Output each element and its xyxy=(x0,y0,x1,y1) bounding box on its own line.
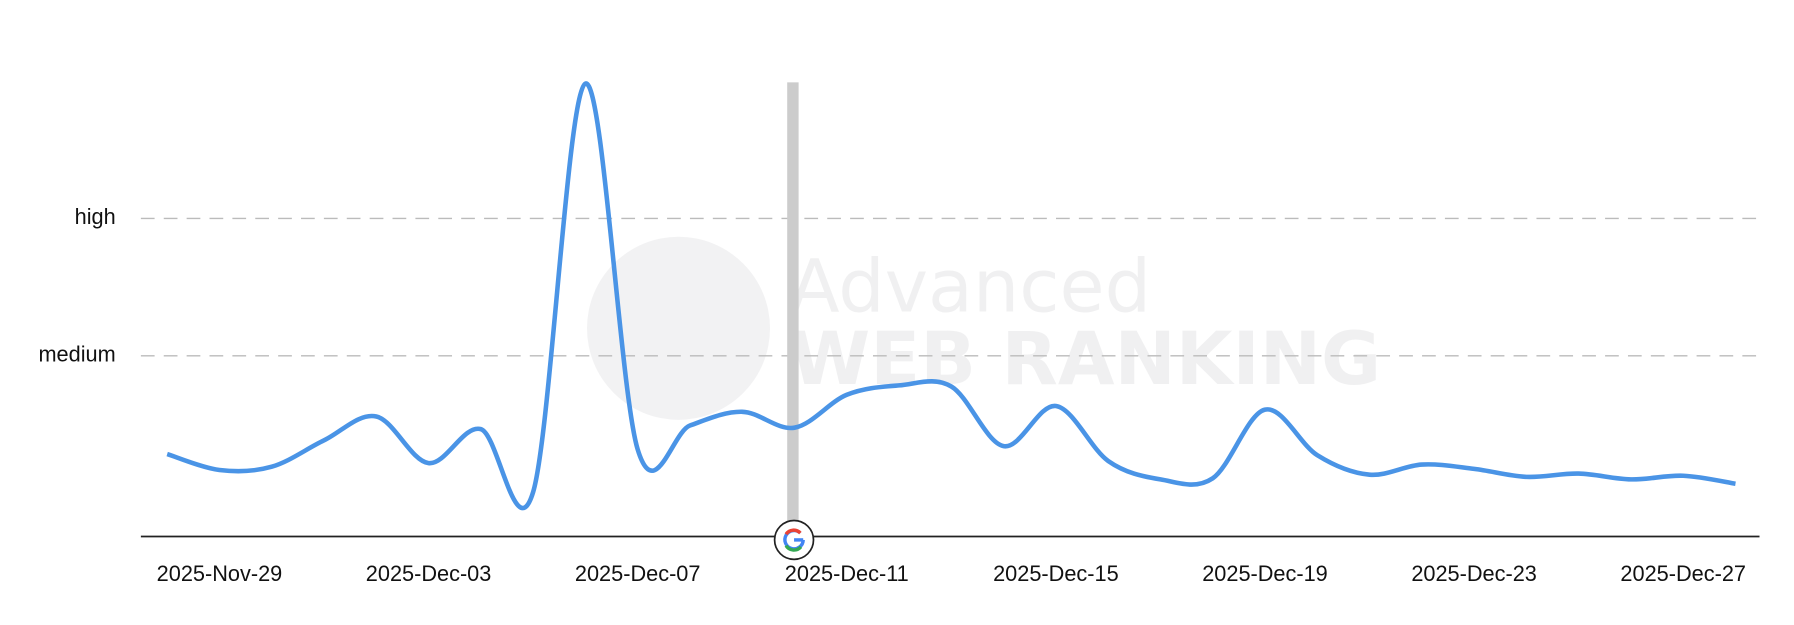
watermark-globe xyxy=(587,236,771,420)
watermark-text: Advanced xyxy=(789,245,1151,330)
event-bar xyxy=(787,82,799,537)
x-tick-label: 2025-Dec-27 xyxy=(1620,561,1746,586)
x-tick-label: 2025-Dec-07 xyxy=(575,561,701,586)
x-tick-label: 2025-Dec-15 xyxy=(993,561,1119,586)
x-tick-label: 2025-Dec-11 xyxy=(785,561,909,586)
google-icon-red xyxy=(784,528,802,536)
event-marker[interactable] xyxy=(773,519,815,561)
google-icon-green xyxy=(784,544,803,552)
x-tick-label: 2025-Dec-23 xyxy=(1411,561,1537,586)
watermark: Advanced WEB RANKING xyxy=(587,236,1381,420)
line-series xyxy=(166,81,1736,511)
y-tick-label: medium xyxy=(38,341,115,366)
x-tick-label: 2025-Dec-03 xyxy=(366,561,492,586)
y-tick-label: high xyxy=(75,204,116,229)
x-tick-label: 2025-Dec-19 xyxy=(1202,561,1328,586)
x-tick-label: 2025-Nov-29 xyxy=(157,561,283,586)
